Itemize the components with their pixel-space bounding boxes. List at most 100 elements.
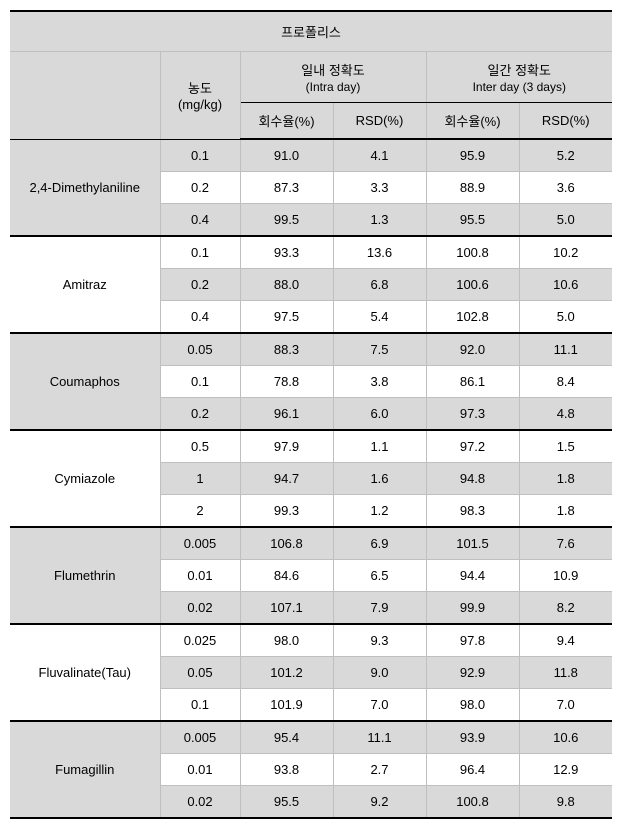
inter-recovery-value: 101.5 [426,527,519,560]
inter-rsd-value: 9.4 [519,624,612,657]
inter-recovery-value: 100.8 [426,236,519,269]
intra-recovery-value: 95.4 [240,721,333,754]
intra-rsd-value: 4.1 [333,139,426,172]
intra-recovery-value: 97.5 [240,301,333,334]
concentration-value: 0.05 [160,657,240,689]
concentration-value: 0.01 [160,754,240,786]
concentration-value: 1 [160,463,240,495]
inter-rsd-value: 8.2 [519,592,612,625]
concentration-value: 0.1 [160,366,240,398]
compound-name: Flumethrin [10,527,160,624]
intra-rsd-value: 13.6 [333,236,426,269]
inter-recovery-value: 98.3 [426,495,519,528]
data-table: 프로폴리스 농도 (mg/kg) 일내 정확도 (Intra day) 일간 정… [10,10,612,819]
table-row: Fumagillin0.00595.411.193.910.6 [10,721,612,754]
inter-recovery-value: 97.8 [426,624,519,657]
concentration-value: 0.1 [160,689,240,722]
intra-rsd-value: 2.7 [333,754,426,786]
inter-rsd-value: 1.8 [519,495,612,528]
inter-recovery-value: 98.0 [426,689,519,722]
intra-rsd-value: 7.9 [333,592,426,625]
inter-recovery-value: 94.4 [426,560,519,592]
concentration-value: 0.1 [160,139,240,172]
inter-rsd-value: 11.1 [519,333,612,366]
inter-rsd-value: 1.5 [519,430,612,463]
intra-rsd-value: 9.2 [333,786,426,819]
inter-rsd-value: 7.0 [519,689,612,722]
concentration-value: 0.005 [160,527,240,560]
inter-rsd-value: 7.6 [519,527,612,560]
concentration-value: 0.2 [160,398,240,431]
concentration-value: 0.2 [160,172,240,204]
compound-name: Fluvalinate(Tau) [10,624,160,721]
inter-day-label: 일간 정확도 [488,63,551,78]
concentration-value: 0.025 [160,624,240,657]
intra-rsd-value: 1.2 [333,495,426,528]
header-intra-rsd: RSD(%) [333,103,426,140]
intra-rsd-value: 6.5 [333,560,426,592]
inter-rsd-value: 10.2 [519,236,612,269]
concentration-value: 0.02 [160,786,240,819]
concentration-value: 0.2 [160,269,240,301]
inter-recovery-value: 92.0 [426,333,519,366]
intra-recovery-value: 99.3 [240,495,333,528]
concentration-value: 2 [160,495,240,528]
intra-recovery-value: 99.5 [240,204,333,237]
intra-recovery-value: 98.0 [240,624,333,657]
intra-rsd-value: 3.8 [333,366,426,398]
header-intra-recovery: 회수율(%) [240,103,333,140]
inter-rsd-value: 5.2 [519,139,612,172]
header-row-1: 농도 (mg/kg) 일내 정확도 (Intra day) 일간 정확도 Int… [10,52,612,103]
inter-recovery-value: 99.9 [426,592,519,625]
inter-rsd-value: 4.8 [519,398,612,431]
header-inter-day: 일간 정확도 Inter day (3 days) [426,52,612,103]
table-header: 프로폴리스 농도 (mg/kg) 일내 정확도 (Intra day) 일간 정… [10,11,612,139]
intra-rsd-value: 1.3 [333,204,426,237]
inter-rsd-value: 10.6 [519,269,612,301]
inter-rsd-value: 8.4 [519,366,612,398]
intra-rsd-value: 9.0 [333,657,426,689]
inter-rsd-value: 9.8 [519,786,612,819]
intra-rsd-value: 7.5 [333,333,426,366]
intra-rsd-value: 5.4 [333,301,426,334]
table-row: Flumethrin0.005106.86.9101.57.6 [10,527,612,560]
inter-recovery-value: 97.3 [426,398,519,431]
table-row: Cymiazole0.597.91.197.21.5 [10,430,612,463]
intra-recovery-value: 84.6 [240,560,333,592]
table-body: 2,4-Dimethylaniline0.191.04.195.95.20.28… [10,139,612,818]
inter-rsd-value: 5.0 [519,301,612,334]
intra-recovery-value: 93.8 [240,754,333,786]
inter-recovery-value: 95.5 [426,204,519,237]
title-row: 프로폴리스 [10,11,612,52]
inter-recovery-value: 97.2 [426,430,519,463]
inter-recovery-value: 96.4 [426,754,519,786]
intra-recovery-value: 78.8 [240,366,333,398]
intra-recovery-value: 107.1 [240,592,333,625]
intra-recovery-value: 88.0 [240,269,333,301]
inter-rsd-value: 11.8 [519,657,612,689]
concentration-value: 0.1 [160,236,240,269]
intra-rsd-value: 1.6 [333,463,426,495]
inter-recovery-value: 92.9 [426,657,519,689]
concentration-value: 0.02 [160,592,240,625]
intra-rsd-value: 6.0 [333,398,426,431]
intra-day-sub: (Intra day) [306,80,361,94]
intra-recovery-value: 93.3 [240,236,333,269]
inter-rsd-value: 10.9 [519,560,612,592]
table-row: Coumaphos0.0588.37.592.011.1 [10,333,612,366]
header-inter-rsd: RSD(%) [519,103,612,140]
intra-recovery-value: 87.3 [240,172,333,204]
intra-recovery-value: 106.8 [240,527,333,560]
concentration-value: 0.005 [160,721,240,754]
table-row: Fluvalinate(Tau)0.02598.09.397.89.4 [10,624,612,657]
table-title: 프로폴리스 [10,11,612,52]
inter-recovery-value: 93.9 [426,721,519,754]
concentration-value: 0.4 [160,301,240,334]
header-concentration: 농도 (mg/kg) [160,52,240,140]
inter-recovery-value: 88.9 [426,172,519,204]
table-row: Amitraz0.193.313.6100.810.2 [10,236,612,269]
intra-rsd-value: 9.3 [333,624,426,657]
inter-rsd-value: 5.0 [519,204,612,237]
concentration-unit: (mg/kg) [178,97,222,112]
intra-rsd-value: 7.0 [333,689,426,722]
